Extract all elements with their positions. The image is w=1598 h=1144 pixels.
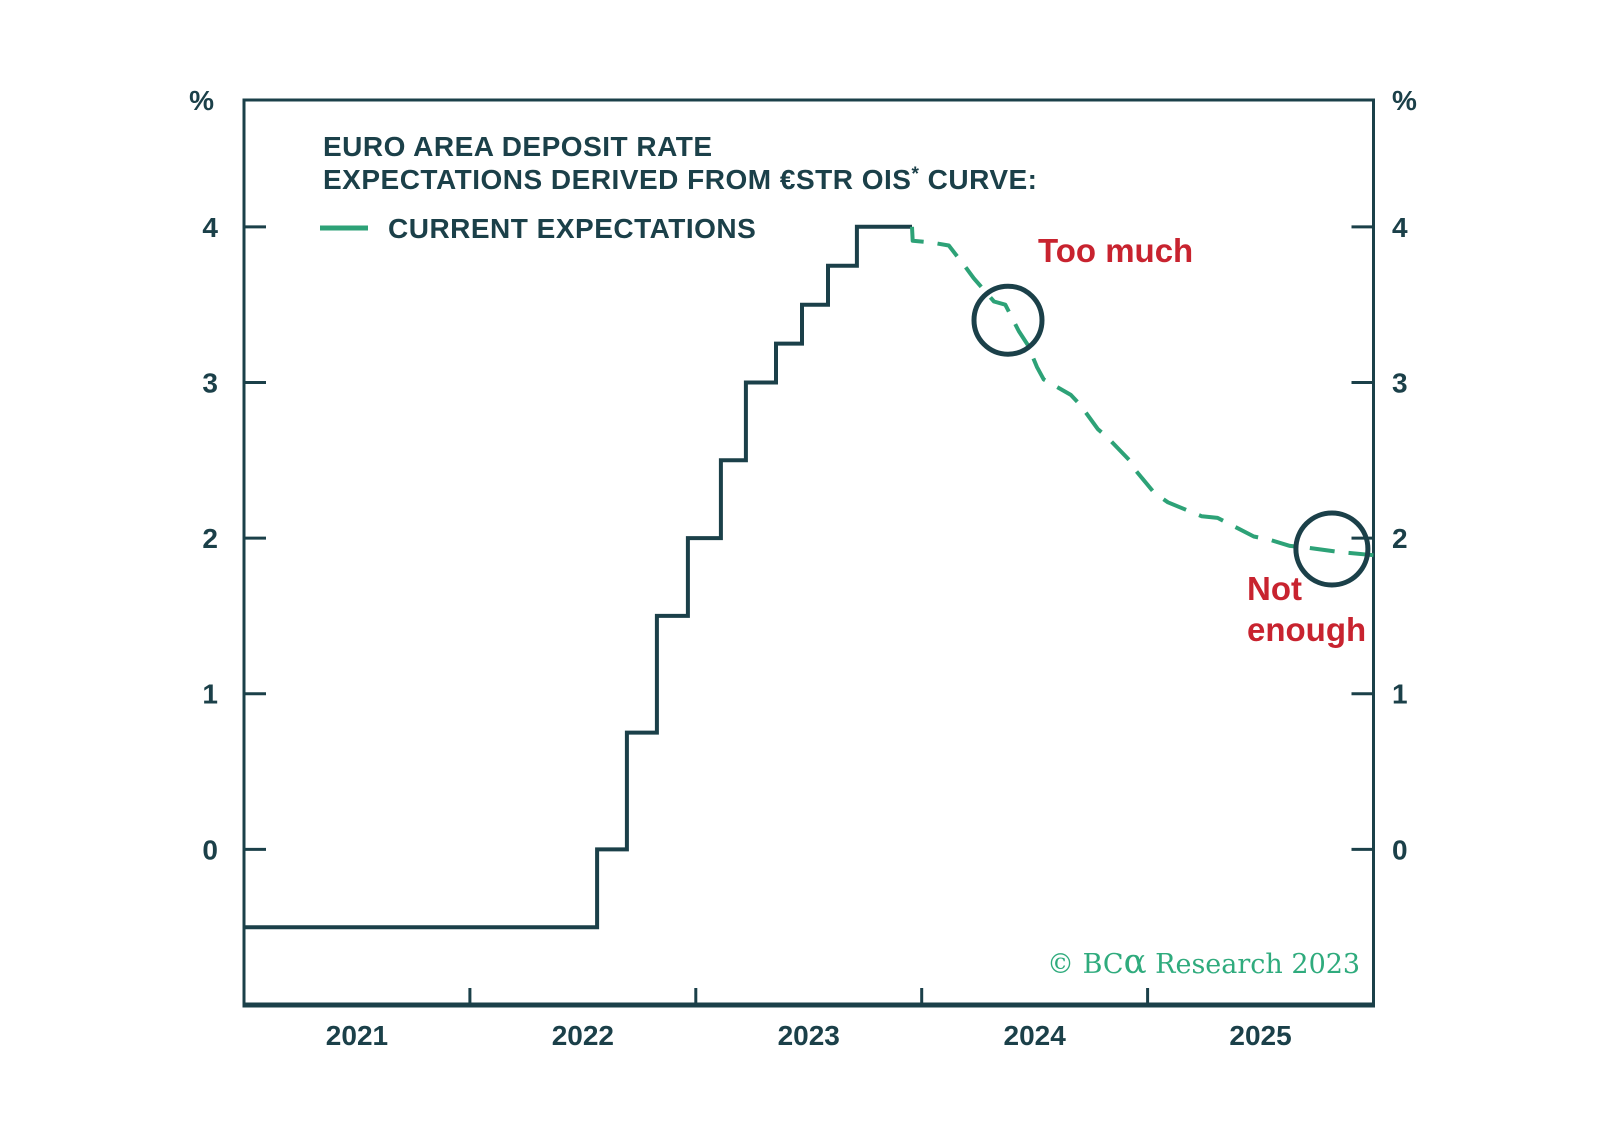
x-axis-year-label: 2024 (1004, 1020, 1067, 1051)
source-watermark-alpha: α (1124, 942, 1147, 982)
y-axis-tick-label-right: 4 (1392, 212, 1408, 243)
y-axis-tick-label-right: 1 (1392, 679, 1408, 710)
y-axis-tick-label-left: 3 (202, 367, 218, 398)
source-watermark-prefix: © BC (1047, 949, 1124, 980)
y-axis-tick-label-right: 3 (1392, 367, 1408, 398)
chart-title-line1: EURO AREA DEPOSIT RATE (323, 131, 713, 162)
y-axis-tick-label-left: 1 (202, 679, 218, 710)
plot-frame (242, 98, 1375, 1008)
source-watermark-suffix: Research 2023 (1147, 949, 1361, 980)
annotation-not-enough-line1: Not (1247, 570, 1302, 607)
y-axis-unit-right: % (1392, 85, 1417, 116)
chart-title-line2: EXPECTATIONS DERIVED FROM €STR OIS* CURV… (323, 164, 1038, 195)
highlight-circle (971, 283, 1045, 357)
highlight-circle (1293, 510, 1371, 588)
legend-label: CURRENT EXPECTATIONS (388, 213, 756, 244)
expectations-dashed-line (910, 226, 1374, 558)
y-axis-tick-label-left: 2 (202, 523, 218, 554)
x-axis-year-label: 2025 (1229, 1020, 1291, 1051)
x-axis-year-label: 2021 (326, 1020, 388, 1051)
chart-title-line2-tail: CURVE: (919, 164, 1037, 195)
axis-ticks: 0 0 1 1 2 2 3 3 4 4 2021 2022 2023 2024 2025 (202, 212, 1408, 1051)
deposit-rate-step-line (244, 224, 912, 930)
y-axis-tick-label-left: 4 (202, 212, 218, 243)
y-axis-unit-left: % (189, 85, 214, 116)
annotation-not-enough-line2: enough (1247, 611, 1366, 648)
source-watermark: © BCα Research 2023 (1047, 942, 1360, 982)
chart-title-asterisk: * (911, 164, 919, 185)
x-axis-year-label: 2022 (552, 1020, 614, 1051)
annotation-circles (971, 283, 1371, 588)
annotation-too-much: Too much (1038, 232, 1193, 269)
y-axis-tick-label-right: 2 (1392, 523, 1408, 554)
x-axis-year-label: 2023 (778, 1020, 840, 1051)
series-lines (244, 224, 1374, 930)
y-axis-tick-label-right: 0 (1392, 834, 1408, 865)
y-axis-tick-label-left: 0 (202, 834, 218, 865)
chart-title-line2-main: EXPECTATIONS DERIVED FROM €STR OIS (323, 164, 911, 195)
